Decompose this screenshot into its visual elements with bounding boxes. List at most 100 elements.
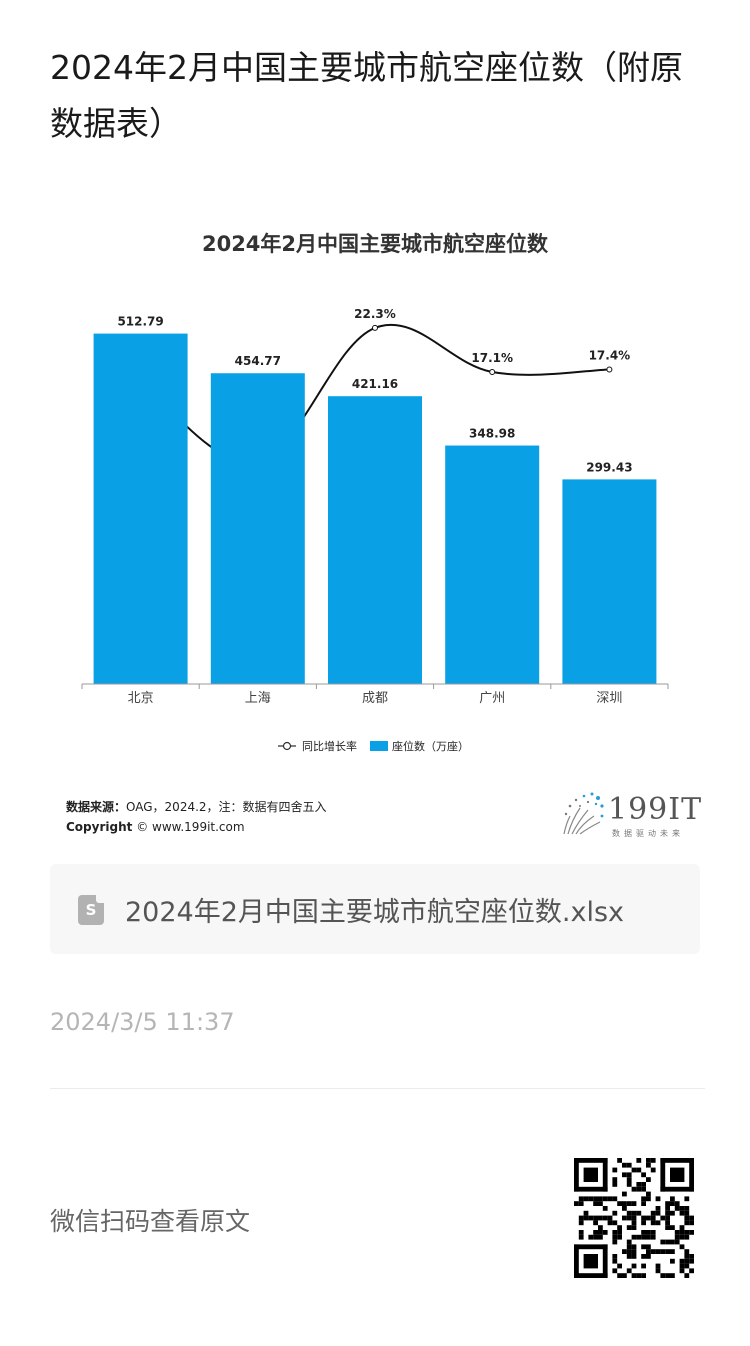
chart-svg: 2024年2月中国主要城市航空座位数 16%6.5%22.3%17.1%17.4… <box>81 232 669 753</box>
qr-module <box>650 1210 656 1216</box>
bar-label-2: 421.16 <box>352 377 398 391</box>
qr-module <box>650 1230 656 1235</box>
legend-bar-label: 座位数（万座） <box>392 739 469 753</box>
qr-module <box>622 1162 627 1168</box>
qr-module <box>612 1258 618 1264</box>
bar-2 <box>328 396 422 684</box>
qr-module <box>602 1196 608 1202</box>
qr-module <box>612 1182 618 1187</box>
qr-module <box>631 1220 637 1226</box>
qr-module <box>684 1196 690 1202</box>
qr-module <box>626 1201 632 1206</box>
qr-module <box>593 1220 598 1226</box>
qr-module <box>622 1201 627 1206</box>
qr-module <box>612 1254 618 1259</box>
qr-module <box>631 1201 637 1206</box>
qr-module <box>607 1215 613 1221</box>
qr-module <box>598 1234 603 1240</box>
qr-module <box>674 1201 680 1206</box>
qr-module <box>646 1158 651 1163</box>
qr-code[interactable] <box>574 1158 694 1278</box>
qr-module <box>674 1206 680 1211</box>
qr-module <box>679 1225 685 1230</box>
qr-module <box>626 1239 632 1245</box>
bar-3 <box>445 445 540 684</box>
qr-module <box>670 1210 675 1216</box>
qr-module <box>622 1191 627 1197</box>
qr-module <box>593 1234 598 1240</box>
bar-label-3: 348.98 <box>469 427 515 441</box>
qr-module <box>612 1196 618 1202</box>
qr-module <box>646 1234 651 1240</box>
spreadsheet-file-icon: S <box>78 895 104 925</box>
qr-module <box>655 1220 661 1226</box>
qr-module <box>650 1158 656 1163</box>
legend-bar-marker <box>370 741 388 751</box>
qr-module <box>684 1249 690 1254</box>
x-tick-label-1: 上海 <box>245 691 271 706</box>
qr-finder-tl <box>583 1167 598 1182</box>
chart: 2024年2月中国主要城市航空座位数 16%6.5%22.3%17.1%17.4… <box>50 205 700 845</box>
qr-module <box>655 1263 661 1269</box>
qr-module <box>665 1220 670 1226</box>
qr-module <box>660 1239 666 1245</box>
qr-module <box>689 1258 694 1264</box>
qr-module <box>665 1210 670 1216</box>
qr-module <box>631 1215 637 1221</box>
qr-module <box>626 1254 632 1259</box>
qr-module <box>641 1273 646 1278</box>
chart-title: 2024年2月中国主要城市航空座位数 <box>202 232 549 256</box>
growth-point-4 <box>606 366 613 373</box>
qr-finder-tr <box>689 1158 694 1192</box>
qr-module <box>612 1234 618 1240</box>
data-source: 数据来源：OAG，2024.2，注：数据有四舍五入 <box>66 798 327 815</box>
qr-finder-tr <box>660 1158 694 1163</box>
x-tick-label-3: 广州 <box>479 691 505 706</box>
qr-module <box>631 1254 637 1259</box>
qr-module <box>641 1254 646 1259</box>
logo-tagline: 数据驱动未来 <box>612 829 684 838</box>
qr-module <box>626 1177 632 1182</box>
qr-module <box>660 1273 666 1278</box>
logo-text: 199IT <box>608 792 703 827</box>
qr-module <box>641 1234 646 1240</box>
qr-module <box>612 1239 618 1245</box>
qr-module <box>689 1230 694 1235</box>
qr-module <box>646 1249 651 1254</box>
qr-finder-bl <box>602 1244 608 1278</box>
attachment-card[interactable]: S 2024年2月中国主要城市航空座位数.xlsx <box>50 864 700 954</box>
qr-module <box>626 1268 632 1274</box>
qr-module <box>588 1196 594 1202</box>
qr-module <box>598 1225 603 1230</box>
bar-label-0: 512.79 <box>117 315 163 329</box>
qr-module <box>641 1186 646 1192</box>
qr-module <box>612 1220 618 1226</box>
qr-module <box>583 1210 589 1216</box>
scan-to-view-original[interactable]: 微信扫码查看原文 <box>50 1207 251 1236</box>
article-title: 2024年2月中国主要城市航空座位数（附原数据表） <box>50 48 683 143</box>
qr-module <box>655 1210 661 1216</box>
qr-module <box>578 1220 584 1226</box>
qr-module <box>665 1273 670 1278</box>
growth-label-4: 17.4% <box>589 348 631 362</box>
qr-module <box>665 1249 670 1254</box>
qr-module <box>641 1182 646 1187</box>
qr-module <box>636 1273 642 1278</box>
qr-module <box>679 1206 685 1211</box>
qr-module <box>679 1234 685 1240</box>
qr-module <box>679 1268 685 1274</box>
x-axis: 北京 上海 成都 广州 深圳 <box>81 683 669 706</box>
qr-finder-tr <box>660 1158 666 1192</box>
qr-module <box>670 1249 675 1254</box>
qr-module <box>578 1215 584 1221</box>
qr-module <box>578 1234 584 1240</box>
bar-0 <box>93 333 188 684</box>
qr-module <box>641 1220 646 1226</box>
copyright-label: Copyright <box>66 820 133 834</box>
qr-module <box>679 1263 685 1269</box>
qr-module <box>636 1182 642 1187</box>
qr-module <box>646 1254 651 1259</box>
qr-module <box>674 1234 680 1240</box>
qr-module <box>641 1263 646 1269</box>
qr-module <box>684 1220 690 1226</box>
